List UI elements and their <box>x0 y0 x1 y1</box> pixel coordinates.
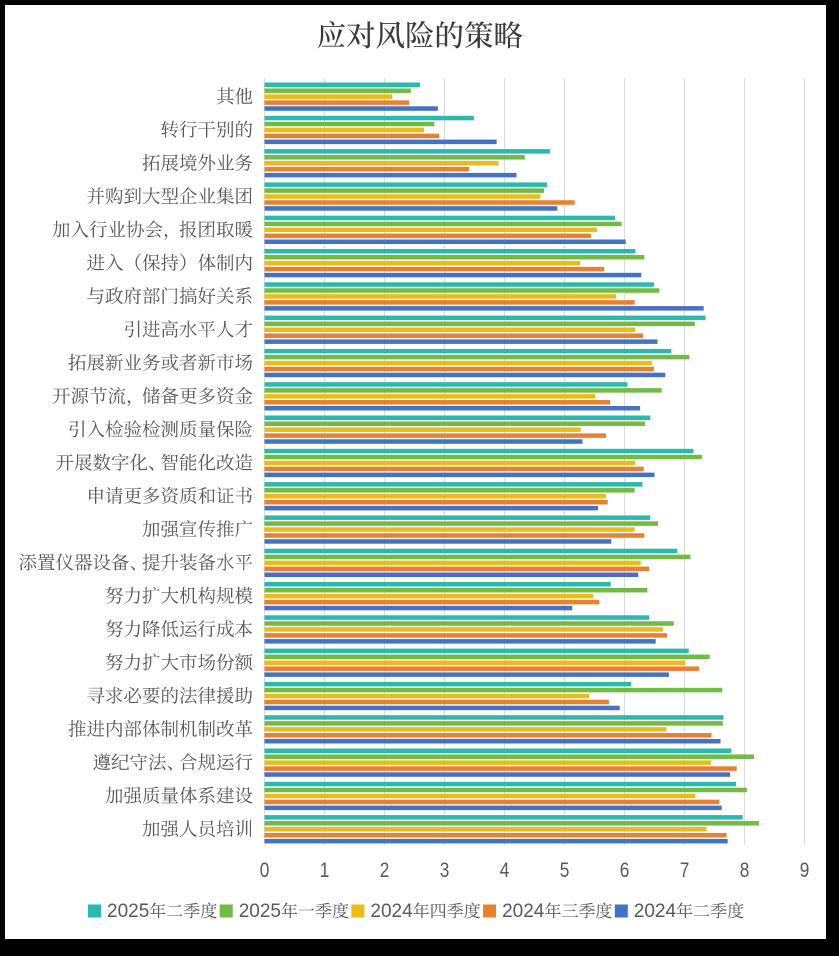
svg-text:9: 9 <box>800 860 810 883</box>
svg-text:2024: 2024 <box>370 901 413 922</box>
svg-text:5: 5 <box>560 860 570 883</box>
svg-text:2: 2 <box>380 860 390 883</box>
svg-text:8: 8 <box>740 860 750 883</box>
svg-text:2025: 2025 <box>107 901 149 922</box>
svg-text:6: 6 <box>620 860 630 883</box>
svg-text:1: 1 <box>320 860 330 883</box>
svg-text:0: 0 <box>260 860 270 883</box>
svg-text:2025: 2025 <box>239 901 281 922</box>
svg-text:3: 3 <box>440 860 450 883</box>
svg-text:2024: 2024 <box>634 901 677 922</box>
svg-text:7: 7 <box>680 860 690 883</box>
svg-text:2024: 2024 <box>502 901 545 922</box>
svg-text:4: 4 <box>500 860 510 883</box>
